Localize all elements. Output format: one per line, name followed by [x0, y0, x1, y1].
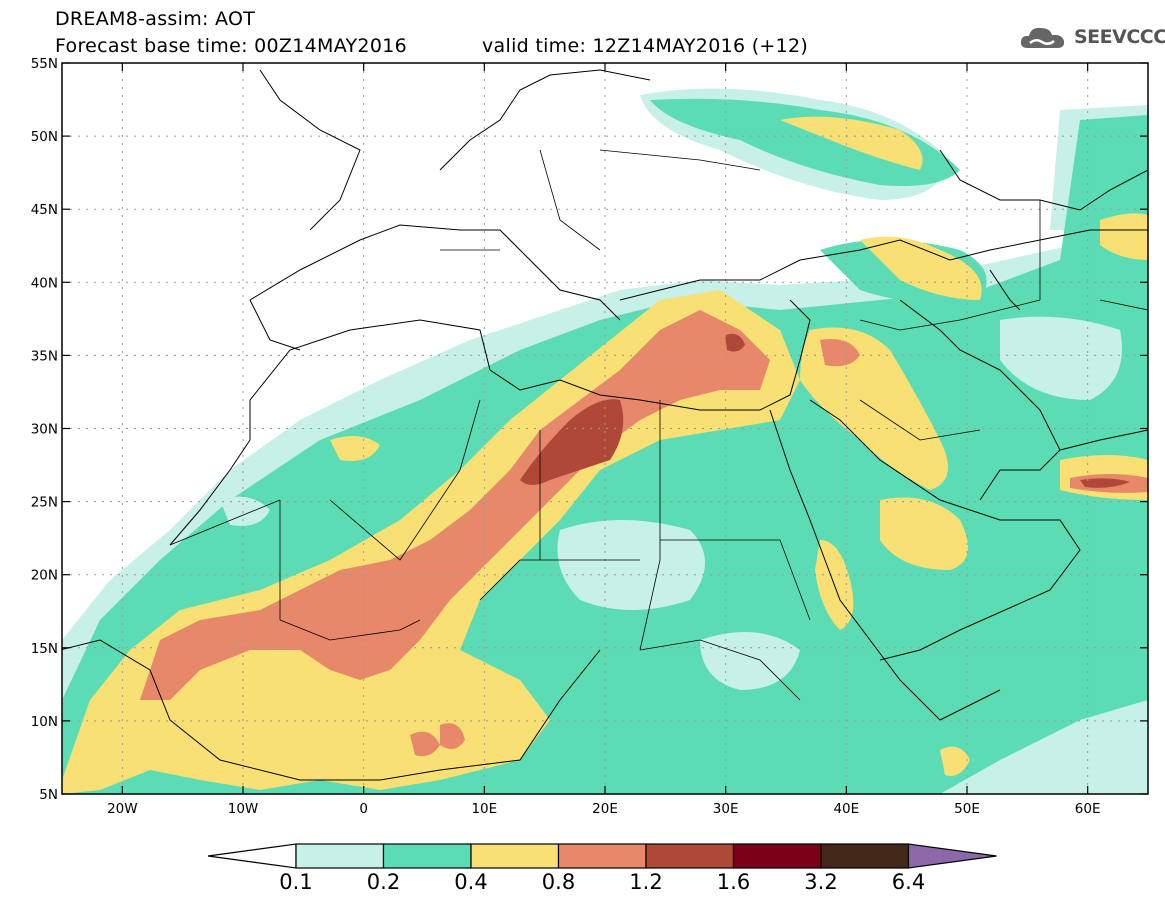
lon-label: 40E: [833, 801, 859, 817]
colorbar-swatch: [470, 843, 560, 869]
colorbar-label: 0.8: [541, 870, 576, 894]
colorbar-upper-extend: [907, 843, 997, 869]
colorbar-swatch: [820, 843, 910, 869]
colorbar-swatch: [732, 843, 822, 869]
lat-label: 40N: [31, 275, 58, 291]
graticule: [62, 63, 1148, 794]
lon-label: 0: [359, 801, 368, 817]
lon-label: 50E: [954, 801, 980, 817]
logo-text: SEEVCCC: [1074, 26, 1165, 48]
colorbar-label: 3.2: [804, 870, 838, 894]
lon-label: 10W: [228, 801, 259, 817]
lat-label: 35N: [31, 348, 58, 364]
lat-label: 20N: [31, 568, 58, 584]
colorbar-label: 6.4: [891, 870, 926, 894]
aot-band-1.2: [520, 333, 1130, 488]
colorbar-label: 0.2: [366, 870, 401, 894]
lat-label: 10N: [31, 714, 58, 730]
map-title: DREAM8-assim: AOT: [55, 8, 256, 30]
lon-label: 30E: [713, 801, 739, 817]
lat-label: 5N: [39, 787, 58, 803]
lat-label: 45N: [31, 202, 58, 218]
lat-label: 55N: [31, 56, 58, 72]
colorbar-lower-extend: [207, 843, 297, 869]
lon-label: 10E: [471, 801, 497, 817]
lon-labels: 20W 10W 0 10E 20E 30E 40E 50E 60E: [107, 801, 1100, 817]
colorbar-swatch: [382, 843, 472, 869]
seevccc-logo: SEEVCCC: [1018, 22, 1165, 52]
colorbar-swatch: [557, 843, 647, 869]
colorbar-label: 1.6: [716, 870, 751, 894]
lat-labels: 55N 50N 45N 40N 35N 30N 25N 20N 15N 10N 5N: [31, 56, 58, 803]
colorbar-label: 1.2: [629, 870, 663, 894]
lat-label: 25N: [31, 495, 58, 511]
colorbar-label: 0.1: [279, 870, 313, 894]
base-time: Forecast base time: 00Z14MAY2016: [55, 35, 407, 57]
colorbar-swatch: [295, 843, 385, 869]
lat-label: 30N: [31, 422, 58, 438]
lat-label: 15N: [31, 641, 58, 657]
aot-band-0.1-inner: [220, 316, 1122, 690]
colorbar: [207, 843, 997, 869]
valid-time: valid time: 12Z14MAY2016 (+12): [482, 35, 809, 57]
country-borders: [169, 149, 1148, 701]
colorbar-swatch: [645, 843, 735, 869]
axis-ticks: [62, 62, 1148, 795]
lat-label: 50N: [31, 129, 58, 145]
colorbar-label: 0.4: [454, 870, 488, 894]
lon-label: 20E: [592, 801, 618, 817]
lon-label: 20W: [107, 801, 138, 817]
cloud-icon: [1020, 27, 1065, 48]
lon-label: 60E: [1075, 801, 1101, 817]
